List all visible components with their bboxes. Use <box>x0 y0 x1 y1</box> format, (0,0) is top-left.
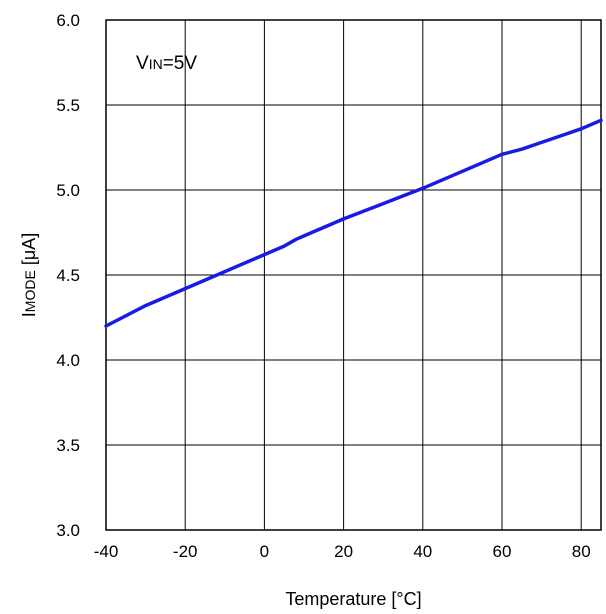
series-group <box>104 118 603 328</box>
grid-lines <box>105 19 601 531</box>
y-axis-title-unit: [μA] <box>19 233 39 270</box>
y-axis-title-main: I <box>19 312 39 317</box>
y-tick-label: 4.5 <box>56 266 80 285</box>
plot-frame <box>105 19 602 531</box>
x-tick-label: -40 <box>94 542 119 561</box>
x-tick-label: 20 <box>334 542 353 561</box>
y-axis-title: IMODE [μA] <box>19 233 39 317</box>
annotation-main: V <box>136 53 149 74</box>
x-axis-title: Temperature [°C] <box>285 589 421 609</box>
annotation-rest: =5V <box>163 53 198 74</box>
y-tick-label: 5.5 <box>56 96 80 115</box>
y-tick-label: 6.0 <box>56 11 80 30</box>
condition-annotation: VIN=5V <box>136 53 197 74</box>
y-tick-label: 4.0 <box>56 351 80 370</box>
x-axis: -40 -20 0 20 40 60 80 <box>94 542 591 561</box>
y-tick-label: 5.0 <box>56 181 80 200</box>
y-axis: 3.0 3.5 4.0 4.5 5.0 5.5 6.0 <box>56 11 80 540</box>
x-tick-label: 80 <box>572 542 591 561</box>
y-tick-label: 3.5 <box>56 436 80 455</box>
series-line <box>104 118 603 328</box>
x-tick-label: 0 <box>260 542 269 561</box>
y-axis-title-subscript: MODE <box>22 270 38 312</box>
x-tick-label: 60 <box>493 542 512 561</box>
annotation-subscript: IN <box>149 56 163 72</box>
y-tick-label: 3.0 <box>56 521 80 540</box>
x-tick-label: -20 <box>173 542 198 561</box>
x-tick-label: 40 <box>413 542 432 561</box>
